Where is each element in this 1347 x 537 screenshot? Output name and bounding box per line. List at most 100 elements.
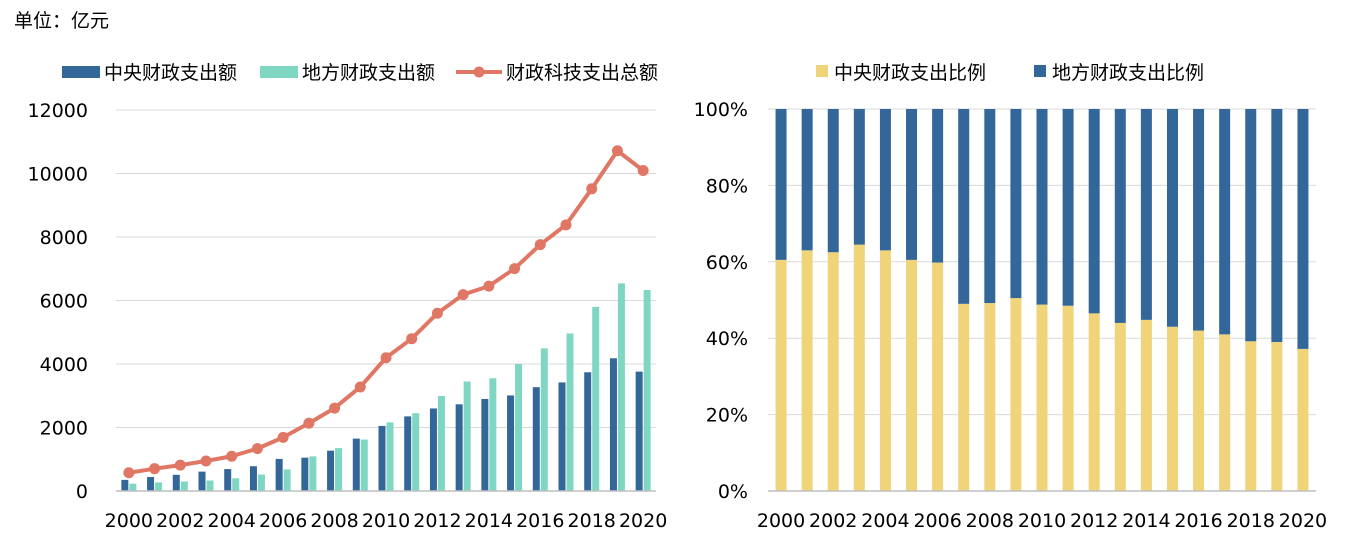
- bar-central-2008: [327, 450, 335, 491]
- bar-central-2017: [558, 382, 566, 491]
- legend-swatch-local-ratio: [1034, 65, 1046, 77]
- x-tick-label: 2004: [861, 510, 909, 532]
- bar-central-ratio-2005: [906, 259, 918, 491]
- y-tick-label: 80%: [706, 175, 748, 197]
- x-tick-label: 2016: [1174, 510, 1222, 532]
- bar-central-ratio-2017: [1219, 334, 1231, 491]
- bar-local-2000: [129, 483, 137, 491]
- x-tick-label: 2008: [966, 510, 1014, 532]
- bar-central-ratio-2020: [1297, 348, 1309, 491]
- x-tick-label: 2002: [156, 510, 204, 532]
- bar-central-2013: [455, 404, 463, 491]
- point-total-2000: [123, 467, 135, 479]
- bar-local-2010: [386, 422, 394, 491]
- bar-local-ratio-2012: [1088, 109, 1100, 314]
- bar-local-2002: [180, 481, 188, 491]
- bar-local-2006: [283, 469, 291, 491]
- x-tick-label: 2014: [1122, 510, 1170, 532]
- point-total-2003: [200, 455, 212, 467]
- bar-central-ratio-2013: [1114, 322, 1126, 491]
- x-tick-label: 2012: [413, 510, 461, 532]
- bar-central-2015: [507, 395, 515, 491]
- bar-local-ratio-2006: [932, 109, 944, 263]
- bar-local-2019: [617, 283, 625, 491]
- bar-central-ratio-2000: [775, 259, 787, 491]
- bar-central-2012: [429, 408, 437, 491]
- bar-central-ratio-2007: [958, 303, 970, 491]
- bar-central-ratio-2006: [932, 262, 944, 491]
- bar-central-ratio-2002: [827, 252, 839, 491]
- x-tick-label: 2006: [913, 510, 961, 532]
- bar-local-2008: [335, 448, 343, 491]
- x-tick-label: 2018: [568, 510, 616, 532]
- bar-central-2003: [198, 471, 206, 491]
- bar-local-ratio-2020: [1297, 109, 1309, 349]
- bar-central-ratio-2001: [801, 250, 813, 491]
- bar-local-ratio-2014: [1140, 109, 1152, 320]
- x-tick-label: 2008: [310, 510, 358, 532]
- x-tick-label: 2012: [1070, 510, 1118, 532]
- bar-central-ratio-2014: [1140, 319, 1152, 491]
- bar-local-ratio-2013: [1114, 109, 1126, 323]
- bar-central-2019: [609, 358, 617, 491]
- bar-local-2013: [463, 381, 471, 491]
- y-tick-label: 6000: [40, 291, 88, 313]
- y-tick-label: 4000: [40, 354, 88, 376]
- y-tick-label: 100%: [694, 99, 748, 121]
- bar-local-2012: [437, 396, 445, 491]
- y-tick-label: 12000: [28, 100, 88, 122]
- x-tick-label: 2014: [465, 510, 513, 532]
- x-tick-label: 2006: [259, 510, 307, 532]
- bar-central-2002: [172, 474, 180, 491]
- point-total-2005: [251, 443, 263, 455]
- bar-central-2007: [301, 457, 309, 491]
- legend-marker-total: [473, 66, 485, 78]
- bar-local-2018: [592, 306, 600, 491]
- bar-local-2011: [412, 413, 420, 491]
- bar-local-ratio-2000: [775, 109, 787, 260]
- bar-local-2014: [489, 378, 497, 491]
- point-total-2012: [431, 307, 443, 319]
- bar-local-ratio-2010: [1036, 109, 1048, 305]
- legend-swatch-central: [62, 66, 100, 78]
- legend-label-central: 中央财政支出额: [104, 62, 237, 84]
- legend-swatch-local: [260, 66, 298, 78]
- point-total-2014: [483, 280, 495, 292]
- legend-label-total: 财政科技支出总额: [506, 62, 658, 84]
- point-total-2007: [303, 417, 315, 429]
- bar-local-2004: [232, 478, 240, 491]
- bar-local-ratio-2016: [1193, 109, 1205, 331]
- point-total-2019: [611, 145, 623, 157]
- bar-local-ratio-2001: [801, 109, 813, 251]
- point-total-2013: [457, 289, 469, 301]
- bar-local-ratio-2003: [853, 109, 865, 245]
- bar-central-ratio-2019: [1271, 342, 1283, 491]
- point-total-2011: [406, 333, 418, 345]
- legend-swatch-central-ratio: [816, 65, 828, 77]
- bar-local-2001: [155, 482, 163, 491]
- bar-central-2001: [147, 477, 155, 491]
- bar-local-2020: [643, 290, 651, 491]
- bar-central-ratio-2016: [1193, 330, 1205, 491]
- point-total-2006: [277, 431, 289, 443]
- x-tick-label: 2004: [208, 510, 256, 532]
- legend-label-central-ratio: 中央财政支出比例: [834, 62, 986, 84]
- bar-local-ratio-2002: [827, 109, 839, 253]
- bar-central-2016: [532, 387, 540, 491]
- bar-local-2007: [309, 456, 317, 491]
- bar-central-2000: [121, 479, 129, 491]
- y-tick-label: 8000: [40, 227, 88, 249]
- point-total-2017: [560, 219, 572, 231]
- legend-label-local-ratio: 地方财政支出比例: [1052, 62, 1204, 84]
- bar-central-2014: [481, 398, 489, 491]
- point-total-2015: [509, 263, 521, 275]
- point-total-2001: [149, 463, 161, 475]
- x-tick-label: 2018: [1227, 510, 1275, 532]
- x-tick-label: 2000: [105, 510, 153, 532]
- point-total-2002: [174, 459, 186, 471]
- bar-central-2005: [249, 466, 257, 491]
- point-total-2020: [637, 164, 649, 176]
- bar-local-2009: [360, 439, 368, 491]
- bar-local-ratio-2005: [906, 109, 918, 260]
